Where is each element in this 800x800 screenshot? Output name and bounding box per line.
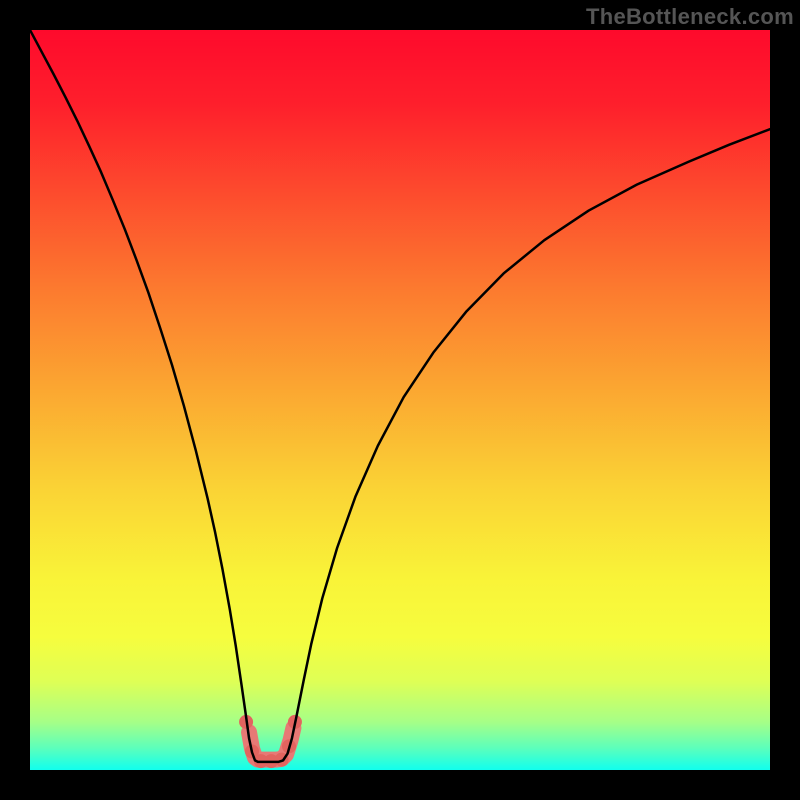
- chart-canvas: [30, 30, 770, 770]
- gradient-background: [30, 30, 770, 770]
- watermark-text: TheBottleneck.com: [586, 4, 794, 30]
